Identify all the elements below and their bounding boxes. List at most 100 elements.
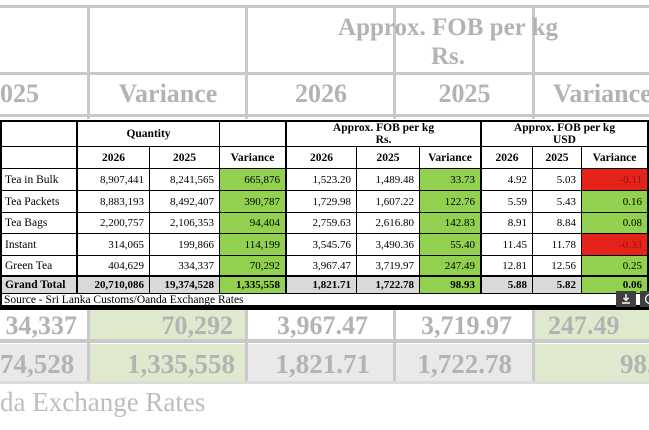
group-header-fob-rs: Approx. FOB per kg Rs.: [287, 122, 482, 147]
bg-cell-green: [89, 344, 245, 381]
cell-variance: 94,404: [220, 213, 287, 234]
cell: 1,523.20: [287, 169, 357, 191]
bg-gridline-v: [393, 308, 396, 382]
cell: 12.56: [533, 256, 582, 277]
header-label-cell: [2, 147, 78, 169]
bg-value: 1,335,558: [127, 349, 235, 379]
header-corner-cell: [2, 122, 78, 147]
bg-cell-gray: [396, 344, 532, 381]
row-label: Tea Packets: [2, 191, 78, 213]
bg-fob-title-line2: Rs.: [430, 43, 466, 70]
cell: 5.03: [533, 169, 582, 191]
bg-value: 34,337: [5, 311, 78, 340]
bg-header-2025: 2025: [438, 79, 491, 108]
bg-fob-title-line1: Approx. FOB per kg: [338, 14, 558, 41]
cell: 8,883,193: [78, 191, 150, 213]
cell-total: 1,821.71: [287, 277, 357, 294]
bg-gridline-h: [0, 114, 649, 117]
cell: 3,967.47: [287, 256, 357, 277]
cell: 8,492,407: [150, 191, 220, 213]
cell: 1,489.48: [357, 169, 420, 191]
bg-gridline-v: [532, 308, 535, 382]
row-label: Tea Bags: [2, 213, 78, 234]
bg-cell-gray: [0, 344, 87, 381]
col-header: Variance: [582, 147, 647, 169]
bg-caption-exchange-rates: da Exchange Rates: [0, 387, 206, 417]
cell: 4.92: [482, 169, 533, 191]
cell: 8.84: [533, 213, 582, 234]
bg-gridline-h: [0, 5, 649, 8]
partially-visible-circle-icon: [644, 293, 649, 305]
col-header: Variance: [420, 147, 482, 169]
cell: 334,337: [150, 256, 220, 277]
cell: 404,629: [78, 256, 150, 277]
cell: 1,607.22: [357, 191, 420, 213]
group-header-fob-usd: Approx. FOB per kg USD: [482, 122, 647, 147]
col-header: 2025: [150, 147, 220, 169]
cell-total-variance: 1,335,558: [220, 277, 287, 294]
bg-value: 3,719.97: [421, 311, 512, 340]
cell-variance: 33.73: [420, 169, 482, 191]
bg-header-2026: 2026: [295, 79, 347, 108]
bg-gridline-v: [87, 308, 90, 382]
bg-gridline-h: [0, 381, 649, 384]
cell-total: 5.82: [533, 277, 582, 294]
cell-variance: -0.11: [582, 169, 647, 191]
col-header: Variance: [220, 147, 287, 169]
row-label-grand-total: Grand Total: [2, 277, 78, 294]
cell-variance: 142.83: [420, 213, 482, 234]
group-header-fob-usd-line1: Approx. FOB per kg: [513, 122, 616, 134]
cell: 8,241,565: [150, 169, 220, 191]
cell-variance: -0.33: [582, 234, 647, 256]
download-button[interactable]: [616, 291, 636, 307]
cell: 8.91: [482, 213, 533, 234]
cell: 2,616.80: [357, 213, 420, 234]
cell: 199,866: [150, 234, 220, 256]
cell-variance: 0.16: [582, 191, 647, 213]
cell-variance: 114,199: [220, 234, 287, 256]
tea-export-table: Quantity Approx. FOB per kg Rs. Approx. …: [0, 120, 649, 310]
bg-value: 247.49: [548, 311, 620, 340]
row-label: Instant: [2, 234, 78, 256]
cell: 2,200,757: [78, 213, 150, 234]
bg-gridline-v: [245, 308, 248, 382]
bg-value: 70,292: [161, 311, 234, 340]
bg-value: 3,967.47: [277, 311, 368, 340]
bg-cell-green: [535, 344, 649, 381]
cell-variance: 55.40: [420, 234, 482, 256]
group-header-fob-rs-line1: Approx. FOB per kg: [332, 122, 435, 134]
bg-value: 98.93: [620, 349, 649, 379]
cell-total-variance: 98.93: [420, 277, 482, 294]
cell-variance: 0.25: [582, 256, 647, 277]
cell-total: 20,710,086: [78, 277, 150, 294]
group-header-fob-rs-line2: Rs.: [375, 134, 392, 146]
bg-fob-group-title: Approx. FOB per kg Rs.: [247, 13, 649, 71]
cell-total-variance: 0.06: [582, 277, 647, 294]
row-label: Tea in Bulk: [2, 169, 78, 191]
group-header-empty: [220, 122, 287, 147]
bg-gridline-h: [0, 339, 649, 343]
cell: 2,759.63: [287, 213, 357, 234]
cell-variance: 0.08: [582, 213, 647, 234]
cell: 8,907,441: [78, 169, 150, 191]
cell: 1,729.98: [287, 191, 357, 213]
cell: 314,065: [78, 234, 150, 256]
cell: 12.81: [482, 256, 533, 277]
bg-gridline-v: [532, 5, 535, 119]
group-header-fob-usd-line2: USD: [552, 134, 576, 146]
cell-variance: 665,876: [220, 169, 287, 191]
col-header: 2025: [357, 147, 420, 169]
cell: 2,106,353: [150, 213, 220, 234]
cell-variance: 390,787: [220, 191, 287, 213]
download-icon: [622, 294, 630, 304]
cell: 5.43: [533, 191, 582, 213]
cell: 11.78: [533, 234, 582, 256]
cell-total: 19,374,528: [150, 277, 220, 294]
partial-overlay-button[interactable]: [640, 291, 649, 307]
bg-value: 74,528: [0, 349, 75, 379]
bg-gridline-v: [245, 5, 248, 119]
col-header: 2026: [482, 147, 533, 169]
bg-gridline-v: [87, 5, 90, 119]
cell: 3,719.97: [357, 256, 420, 277]
